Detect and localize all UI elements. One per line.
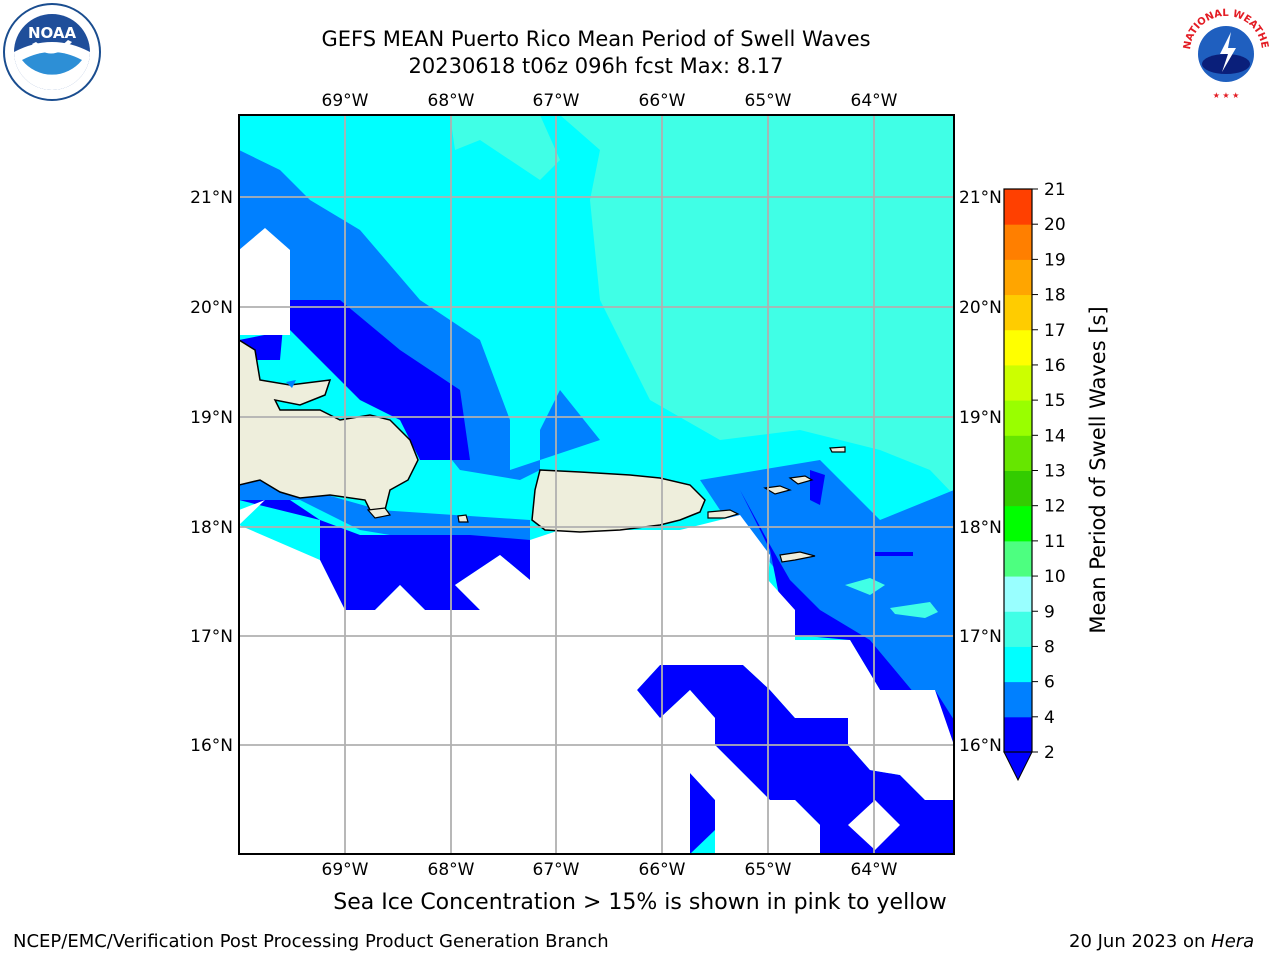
map-plot-area	[239, 115, 954, 854]
lon-label-top: 66°W	[639, 91, 686, 111]
swell-period-zone-lt2	[239, 500, 530, 610]
colorbar-segment	[1004, 329, 1032, 366]
colorbar-segment	[1004, 294, 1032, 331]
swell-period-zone-2-4	[239, 150, 600, 480]
colorbar: 2 4 6 8 9 10 11 12 13 14 15 16 17 18 19 20 21	[1003, 180, 1066, 782]
colorbar-segment	[1004, 364, 1032, 401]
colorbar-tick-label: 13	[1044, 462, 1066, 482]
colorbar-segment	[1004, 540, 1032, 577]
lat-label-left: 16°N	[190, 736, 233, 756]
lat-label-right: 19°N	[959, 408, 1002, 428]
swell-period-zone-lt2	[810, 470, 825, 505]
hispaniola-landmass	[239, 339, 419, 511]
swell-period-zone-6-8	[450, 115, 560, 180]
colorbar-tick-label: 21	[1044, 180, 1066, 200]
colorbar-segment	[1004, 435, 1032, 471]
colorbar-segment	[1004, 189, 1032, 225]
lon-label-top: 64°W	[851, 91, 898, 111]
noaa-logo: NOAA	[3, 3, 101, 101]
colorbar-segment	[1004, 470, 1032, 507]
no-data-area	[239, 228, 290, 335]
colorbar-tick-label: 8	[1044, 637, 1055, 657]
footer-date-text: 20 Jun 2023 on	[1069, 931, 1212, 952]
lon-label-bottom: 65°W	[745, 860, 792, 880]
lon-label-top: 69°W	[322, 91, 369, 111]
nws-logo: NATIONAL WEATHER SERVICE ★ ★ ★	[1176, 2, 1274, 100]
colorbar-tick-label: 17	[1044, 321, 1066, 341]
colorbar-tick-label: 9	[1044, 602, 1055, 622]
colorbar-tick-label: 14	[1044, 426, 1066, 446]
footer-machine: Hera	[1211, 931, 1255, 952]
lon-label-bottom: 68°W	[428, 860, 475, 880]
colorbar-tick-label: 6	[1044, 673, 1055, 693]
swell-period-zone-lt2	[239, 250, 470, 460]
colorbar-tick-label: 18	[1044, 286, 1066, 306]
lat-label-left: 19°N	[190, 408, 233, 428]
lat-label-right: 17°N	[959, 627, 1002, 647]
lat-label-left: 18°N	[190, 518, 233, 538]
lon-label-top: 68°W	[428, 91, 475, 111]
colorbar-tick-label: 12	[1044, 497, 1066, 517]
colorbar-extend-arrow	[1003, 751, 1033, 782]
colorbar-segment	[1004, 400, 1032, 436]
colorbar-title: Mean Period of Swell Waves [s]	[1086, 306, 1110, 633]
sea-ice-note: Sea Ice Concentration > 15% is shown in …	[333, 890, 947, 915]
colorbar-tick-label: 20	[1044, 215, 1066, 235]
lon-label-top: 65°W	[745, 91, 792, 111]
colorbar-segment	[1004, 505, 1032, 542]
no-data-area	[239, 515, 954, 854]
colorbar-segment	[1004, 681, 1032, 718]
lat-label-left: 20°N	[190, 298, 233, 318]
footer-branch: NCEP/EMC/Verification Post Processing Pr…	[13, 931, 609, 952]
footer-date: 20 Jun 2023 on Hera	[1069, 931, 1254, 952]
chart-title: GEFS MEAN Puerto Rico Mean Period of Swe…	[321, 27, 871, 51]
colorbar-tick-label: 4	[1044, 708, 1055, 728]
colorbar-tick-label: 10	[1044, 567, 1066, 587]
lat-label-right: 20°N	[959, 298, 1002, 318]
colorbar-tick-label: 2	[1044, 743, 1055, 763]
colorbar-segment	[1004, 576, 1032, 612]
lat-label-left: 17°N	[190, 627, 233, 647]
lon-label-bottom: 67°W	[533, 860, 580, 880]
lon-label-bottom: 69°W	[322, 860, 369, 880]
lat-label-right: 18°N	[959, 518, 1002, 538]
colorbar-tick-label: 15	[1044, 391, 1066, 411]
colorbar-tick-label: 19	[1044, 250, 1066, 270]
colorbar-segment	[1004, 716, 1032, 753]
svg-text:★ ★ ★: ★ ★ ★	[1213, 91, 1240, 100]
chart-subtitle: 20230618 t06z 096h fcst Max: 8.17	[408, 54, 784, 78]
svg-text:NOAA: NOAA	[28, 24, 77, 42]
lon-label-bottom: 66°W	[639, 860, 686, 880]
swell-period-zone-lt2	[740, 490, 954, 745]
colorbar-tick-label: 11	[1044, 532, 1066, 552]
lon-label-bottom: 64°W	[851, 860, 898, 880]
colorbar-segment	[1004, 224, 1032, 260]
lat-label-right: 21°N	[959, 188, 1002, 208]
colorbar-segment	[1004, 646, 1032, 683]
colorbar-tick-label: 16	[1044, 356, 1066, 376]
swell-period-zone-6-8	[560, 115, 954, 495]
map-gridlines	[239, 115, 954, 854]
map-frame	[238, 114, 955, 855]
swell-period-zone-2-4	[700, 460, 954, 745]
lat-label-left: 21°N	[190, 188, 233, 208]
colorbar-segment	[1004, 611, 1032, 647]
lat-label-right: 16°N	[959, 736, 1002, 756]
colorbar-segment	[1004, 259, 1032, 296]
no-data-area	[239, 500, 265, 525]
lon-label-top: 67°W	[533, 91, 580, 111]
